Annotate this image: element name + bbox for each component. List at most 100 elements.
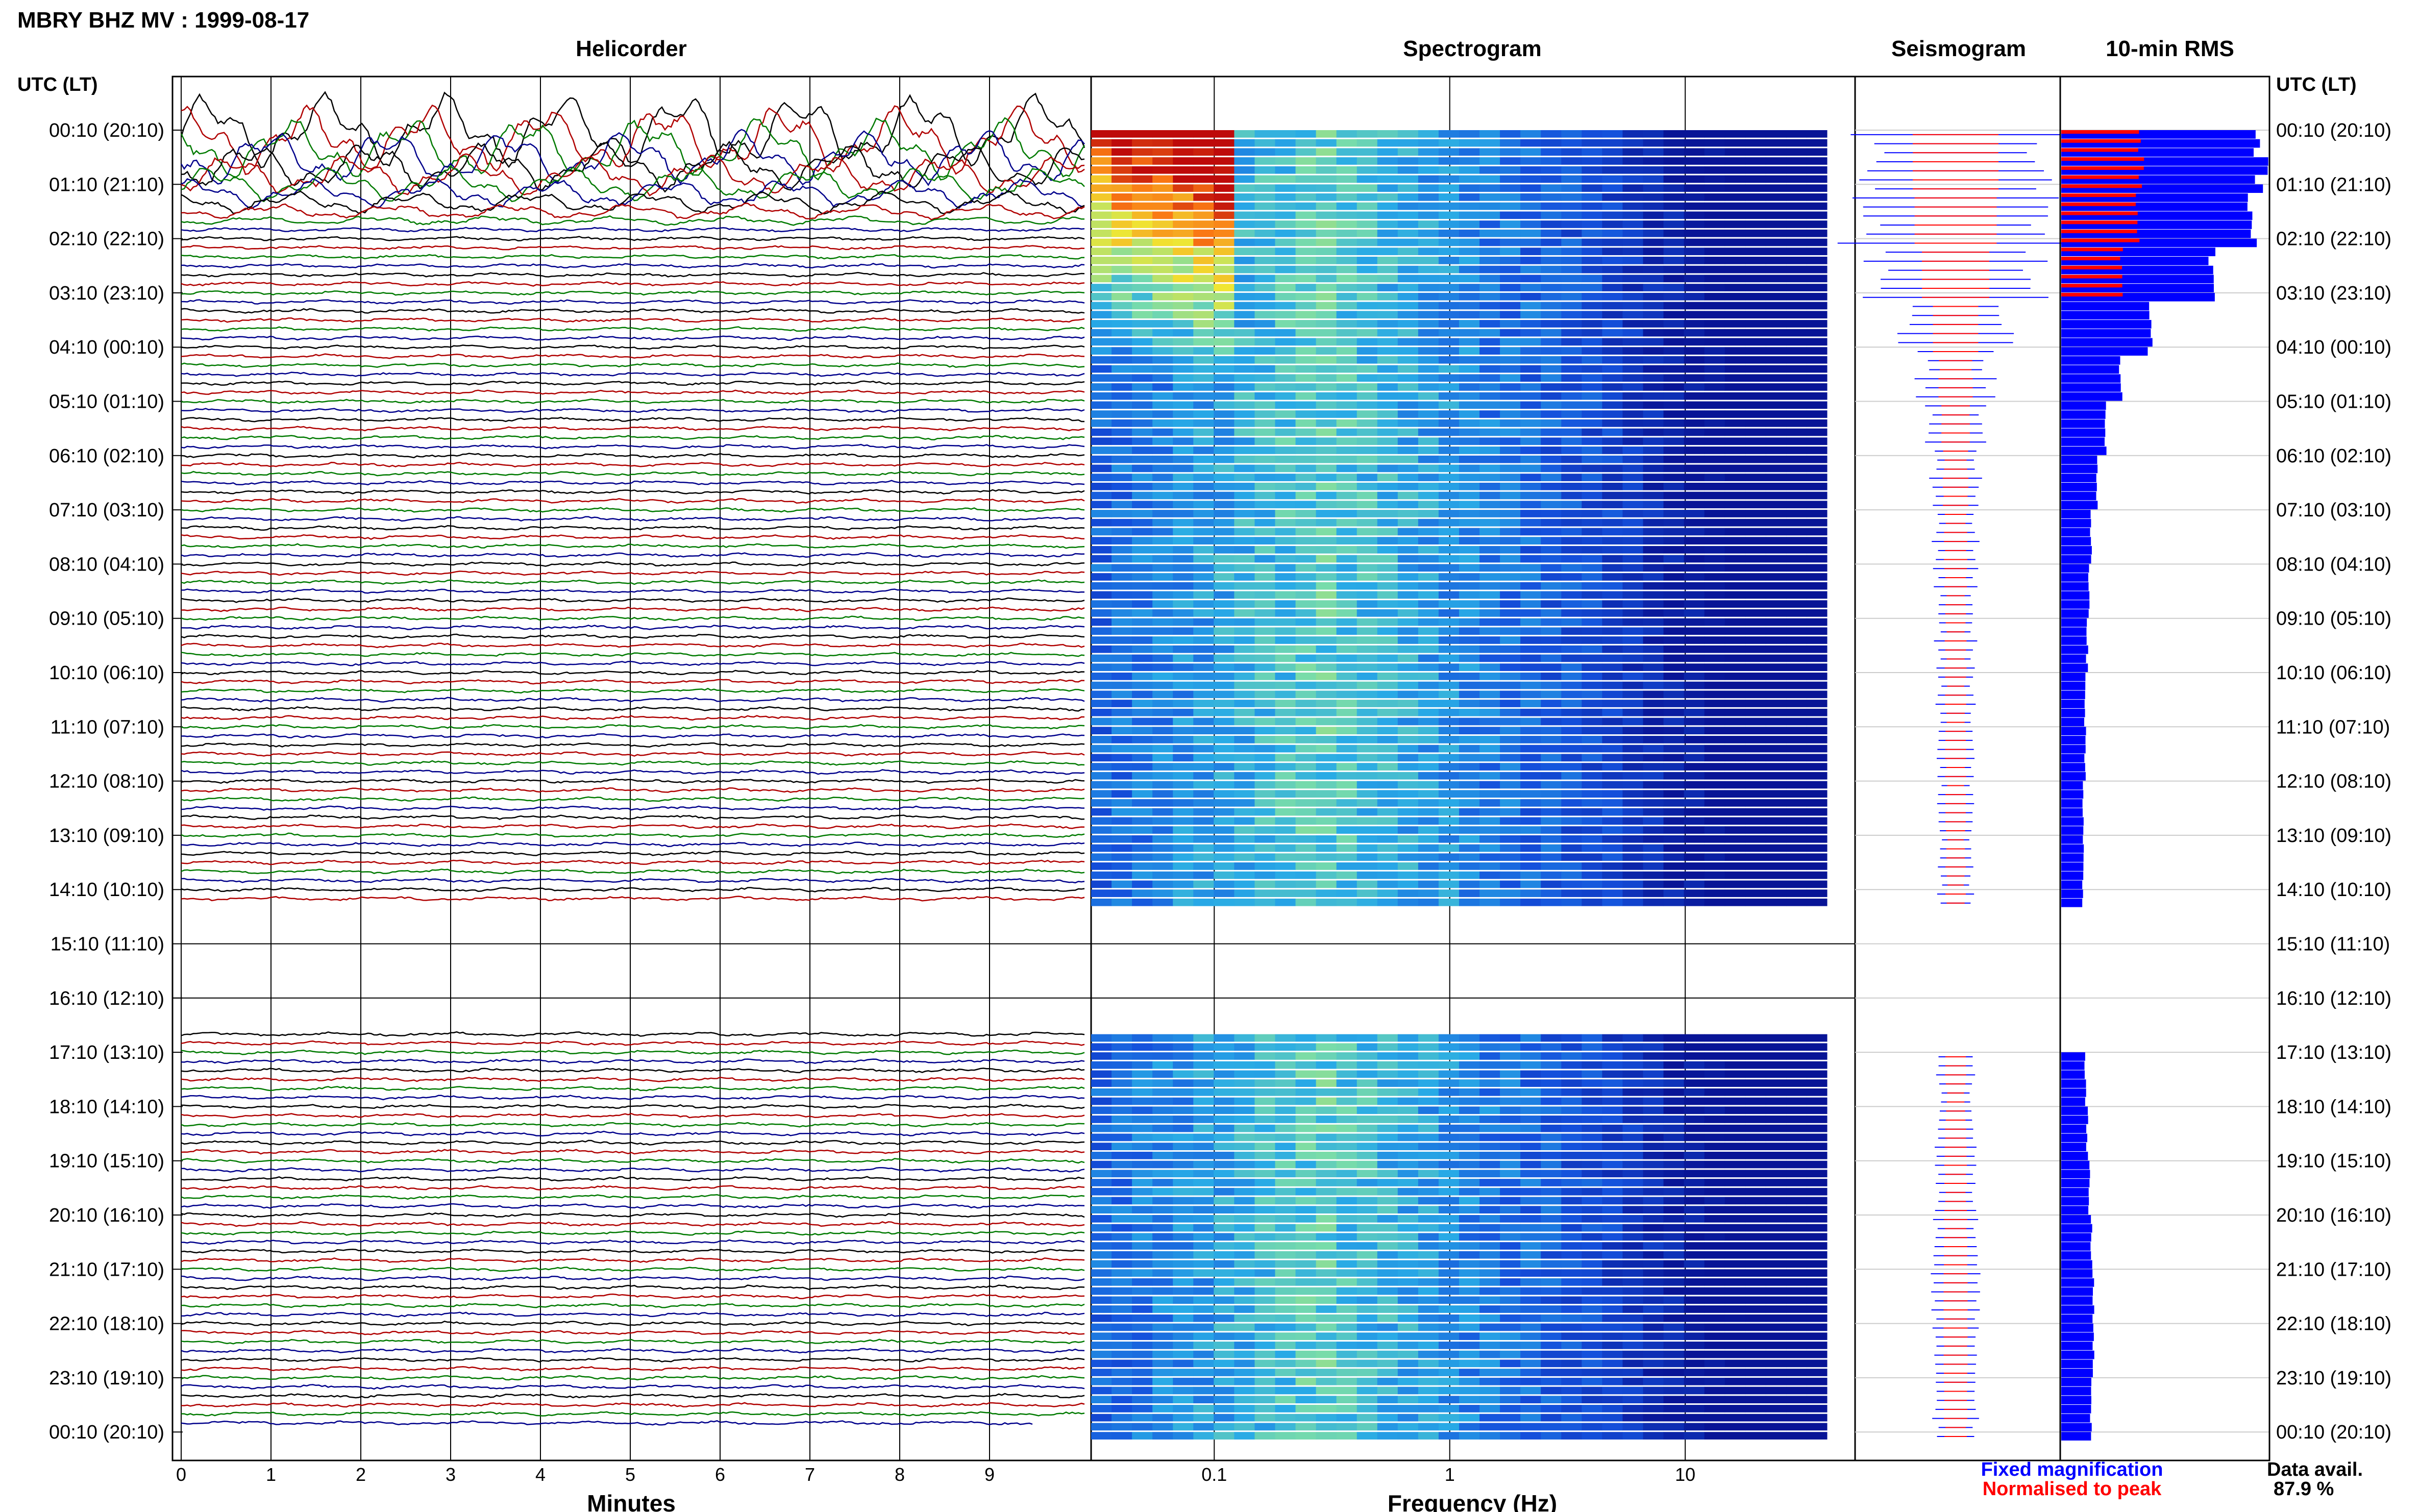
spectrogram-cell	[1684, 257, 1705, 264]
spectrogram-cell	[1377, 1133, 1398, 1142]
spectrogram-cell	[1684, 428, 1705, 436]
spectrogram-cell	[1173, 482, 1194, 490]
spectrogram-cell	[1582, 1215, 1602, 1223]
spectrogram-cell	[1745, 1323, 1766, 1331]
spectrogram-cell	[1295, 474, 1317, 481]
spectrogram-cell	[1275, 889, 1296, 897]
spectrogram-cell	[1479, 772, 1500, 780]
spectrogram-cell	[1745, 491, 1766, 500]
spectrogram-cell	[1602, 518, 1623, 527]
spectrogram-cell	[1316, 582, 1337, 590]
spectrogram-cell	[1152, 329, 1173, 337]
spectrogram-cell	[1377, 727, 1398, 735]
spectrogram-cell	[1602, 1287, 1623, 1295]
spectrogram-cell	[1602, 356, 1623, 364]
spectrogram-cell	[1704, 1323, 1725, 1331]
spectrogram-cell	[1622, 139, 1643, 147]
spectrogram-cell	[1112, 537, 1132, 544]
spectrogram-cell	[1214, 826, 1235, 834]
spectrogram-cell	[1275, 844, 1296, 852]
spectrogram-cell	[1582, 320, 1602, 328]
spectrogram-cell	[1418, 600, 1439, 608]
spectrogram-cell	[1132, 1242, 1153, 1250]
spectrogram-cell	[1214, 292, 1235, 301]
spectrogram-cell	[1602, 645, 1623, 653]
spectrogram-cell	[1377, 528, 1398, 536]
spectrogram-cell	[1418, 1070, 1439, 1078]
spectrogram-cell	[1459, 1396, 1480, 1404]
spectrogram-cell	[1418, 347, 1439, 355]
spectrogram-cell	[1602, 464, 1623, 473]
spectrogram-cell	[1582, 1116, 1602, 1123]
spectrogram-cell	[1356, 898, 1378, 906]
spectrogram-cell	[1132, 157, 1153, 165]
spectrogram-cell	[1173, 817, 1194, 825]
helicorder-trace	[181, 1194, 1085, 1200]
spectrogram-cell	[1684, 1043, 1705, 1051]
spectrogram-cell	[1704, 1278, 1725, 1286]
spectrogram-cell	[1520, 410, 1541, 418]
helicorder-trace	[181, 859, 1085, 865]
spectrogram-cell	[1684, 1116, 1705, 1123]
spectrogram-cell	[1132, 1088, 1153, 1096]
spectrogram-cell	[1500, 1323, 1521, 1331]
spectrogram-cell	[1724, 1414, 1746, 1422]
spectrogram-cell	[1418, 491, 1439, 500]
spectrogram-cell	[1643, 211, 1664, 219]
spectrogram-cell	[1622, 898, 1643, 906]
spectrogram-cell	[1418, 220, 1439, 228]
spectrogram-cell	[1479, 717, 1500, 726]
spectrogram-cell	[1214, 320, 1235, 328]
spectrogram-cell	[1806, 700, 1828, 707]
spectrogram-cell	[1295, 1215, 1317, 1223]
spectrogram-cell	[1806, 247, 1828, 256]
spectrogram-cell	[1418, 1061, 1439, 1069]
spectrogram-cell	[1643, 455, 1664, 463]
spectrogram-cell	[1356, 1396, 1378, 1404]
spectrogram-cell	[1663, 826, 1685, 834]
spectrogram-cell	[1254, 817, 1275, 825]
spectrogram-cell	[1704, 1124, 1725, 1132]
spectrogram-cell	[1173, 727, 1194, 735]
spectrogram-cell	[1316, 600, 1337, 608]
helicorder-trace	[181, 416, 1084, 423]
spectrogram-cell	[1234, 447, 1255, 454]
spectrogram-cell	[1704, 790, 1725, 798]
spectrogram-cell	[1193, 654, 1214, 662]
spectrogram-cell	[1438, 257, 1460, 264]
spectrogram-cell	[1254, 329, 1275, 337]
spectrogram-cell	[1112, 510, 1132, 517]
spectrogram-cell	[1724, 1405, 1746, 1412]
spectrogram-cell	[1316, 518, 1337, 527]
spectrogram-cell	[1112, 528, 1132, 536]
spectrogram-cell	[1377, 1296, 1398, 1304]
spectrogram-cell	[1520, 447, 1541, 454]
spectrogram-cell	[1582, 582, 1602, 590]
spectrogram-cell	[1561, 482, 1582, 490]
spectrogram-cell	[1459, 1423, 1480, 1431]
spectrogram-cell	[1234, 284, 1255, 291]
spectrogram-cell	[1112, 1151, 1132, 1159]
spectrogram-cell	[1091, 1305, 1112, 1313]
spectrogram-cell	[1500, 1160, 1521, 1169]
spectrogram-cell	[1112, 320, 1132, 328]
spectrogram-cell	[1418, 275, 1439, 283]
helicorder-trace	[181, 1212, 1085, 1218]
spectrogram-cell	[1724, 437, 1746, 445]
spectrogram-cell	[1173, 609, 1194, 617]
spectrogram-cell	[1254, 1350, 1275, 1358]
spectrogram-cell	[1479, 1151, 1500, 1159]
spectrogram-cell	[1765, 1197, 1787, 1205]
spectrogram-cell	[1214, 627, 1235, 635]
spectrogram-cell	[1397, 1133, 1419, 1142]
spectrogram-cell	[1132, 1278, 1153, 1286]
spectrogram-cell	[1541, 347, 1562, 355]
spectrogram-cell	[1459, 1278, 1480, 1286]
spectrogram-cell	[1663, 1342, 1685, 1349]
spectrogram-cell	[1152, 157, 1173, 165]
spectrogram-cell	[1786, 184, 1807, 192]
spectrogram-cell	[1500, 681, 1521, 689]
spectrogram-cell	[1643, 817, 1664, 825]
spectrogram-cell	[1316, 347, 1337, 355]
spectrogram-cell	[1602, 763, 1623, 771]
